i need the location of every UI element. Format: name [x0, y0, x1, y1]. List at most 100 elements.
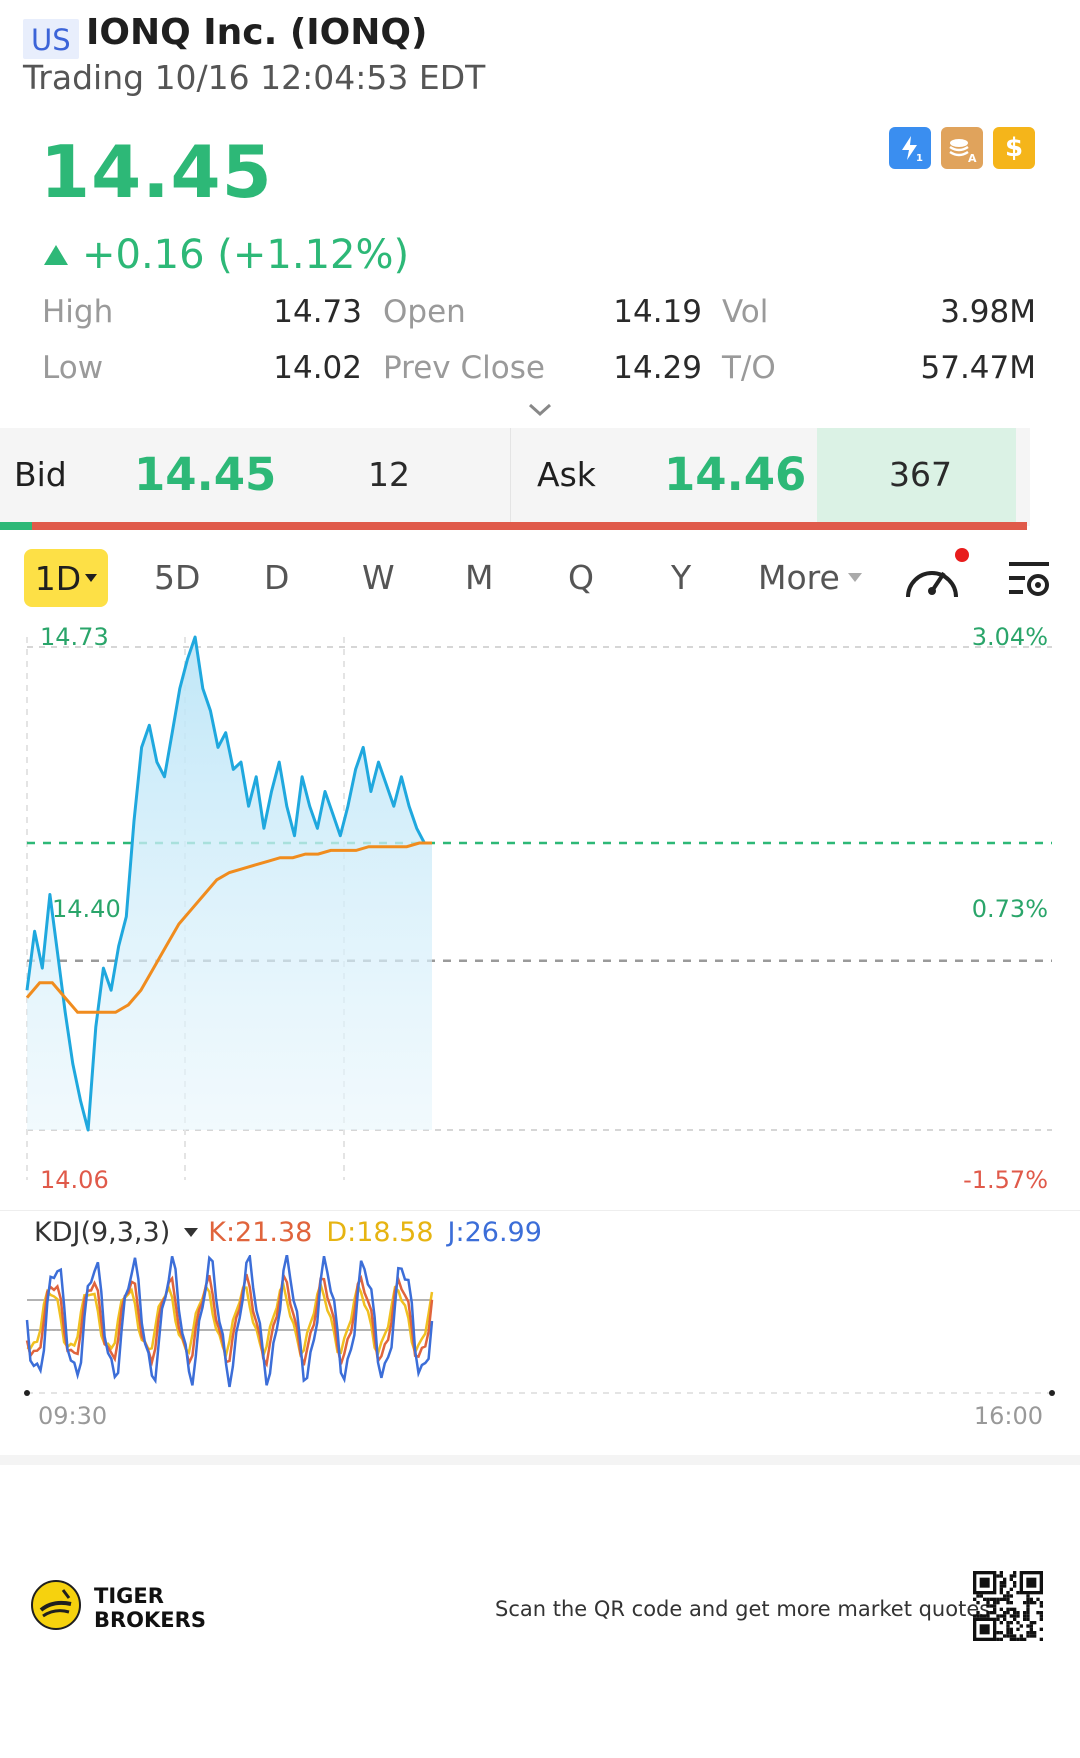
qr-module — [999, 1591, 1003, 1595]
qr-module — [999, 1571, 1003, 1575]
tab-5d[interactable]: 5D — [154, 558, 201, 597]
qr-module — [1026, 1594, 1030, 1598]
qr-module — [976, 1594, 980, 1598]
qr-module — [999, 1607, 1003, 1611]
qr-module — [1029, 1631, 1033, 1635]
price-area-fill — [27, 637, 432, 1130]
qr-module — [979, 1577, 990, 1588]
qr-module — [1029, 1597, 1033, 1601]
qr-module — [996, 1631, 1000, 1635]
brand-line-1: TIGER — [94, 1584, 164, 1608]
qr-module — [1009, 1574, 1013, 1578]
qr-module — [986, 1604, 990, 1608]
tiger-logo-icon — [31, 1580, 81, 1630]
qr-module — [1006, 1621, 1010, 1625]
qr-module — [1009, 1601, 1013, 1605]
qr-module — [1023, 1601, 1027, 1605]
qr-module — [1013, 1611, 1017, 1615]
tiger-brokers-wordmark: TIGER BROKERS — [94, 1584, 206, 1632]
ask-size: 367 — [889, 455, 952, 494]
kdj-header[interactable]: KDJ(9,3,3) K:21.38 D:18.58 J:26.99 — [34, 1217, 542, 1248]
open-value: 14.19 — [613, 294, 702, 330]
y-price-bottom-label: 14.06 — [40, 1166, 109, 1194]
qr-module — [979, 1624, 990, 1635]
tab-d[interactable]: D — [264, 558, 290, 597]
qr-module — [1003, 1581, 1007, 1585]
qr-module — [1009, 1607, 1013, 1611]
qr-module — [1013, 1574, 1017, 1578]
open-label: Open — [383, 294, 466, 330]
qr-module — [1006, 1627, 1010, 1631]
qr-module — [976, 1614, 980, 1618]
tab-1d[interactable]: 1D — [24, 549, 108, 607]
average-price-line — [25, 841, 432, 1014]
qr-module — [1023, 1614, 1027, 1618]
chart-divider — [0, 1210, 1080, 1211]
y-percent-bottom-label: -1.57% — [963, 1166, 1048, 1194]
qr-module — [993, 1607, 997, 1611]
qr-module — [1006, 1631, 1010, 1635]
bid-size: 12 — [368, 455, 410, 494]
ask-price[interactable]: 14.46 — [664, 448, 807, 501]
brand-line-2: BROKERS — [94, 1608, 206, 1632]
kdj-start-dot — [24, 1390, 30, 1396]
qr-module — [986, 1597, 990, 1601]
qr-module — [986, 1611, 990, 1615]
qr-module — [999, 1584, 1003, 1588]
y-percent-top-label: 3.04% — [971, 623, 1048, 651]
qr-module — [983, 1614, 987, 1618]
qr-module — [989, 1611, 993, 1615]
up-triangle-icon — [44, 245, 68, 265]
qr-module — [993, 1601, 997, 1605]
expand-stats-chevron-icon[interactable] — [527, 402, 553, 422]
qr-module — [1026, 1597, 1030, 1601]
speedometer-icon[interactable] — [900, 553, 964, 609]
qr-module — [1013, 1581, 1017, 1585]
qr-module — [1009, 1577, 1013, 1581]
qr-module — [1026, 1607, 1030, 1611]
qr-module — [1026, 1611, 1030, 1615]
qr-module — [999, 1631, 1003, 1635]
stacked-coins-a-icon[interactable]: A — [941, 127, 983, 169]
qr-module — [979, 1614, 983, 1618]
qr-module — [996, 1601, 1000, 1605]
x-end-label: 16:00 — [973, 1402, 1043, 1430]
tab-1d-label: 1D — [34, 558, 82, 598]
prev-close-value: 14.29 — [613, 350, 702, 386]
qr-module — [996, 1617, 1000, 1621]
bid-price[interactable]: 14.45 — [134, 448, 277, 501]
qr-module — [1016, 1621, 1020, 1625]
qr-module — [979, 1594, 983, 1598]
tab-q[interactable]: Q — [568, 558, 594, 597]
qr-module — [1006, 1601, 1010, 1605]
tab-w[interactable]: W — [362, 558, 395, 597]
qr-module — [1026, 1617, 1030, 1621]
qr-module — [1036, 1597, 1040, 1601]
qr-module — [1013, 1634, 1017, 1638]
qr-module — [1016, 1627, 1020, 1631]
tab-y[interactable]: Y — [671, 558, 692, 597]
qr-module — [993, 1597, 997, 1601]
intraday-price-chart[interactable] — [0, 620, 1080, 1180]
lightning-level-1-icon[interactable]: 1 — [889, 127, 931, 169]
qr-module — [999, 1614, 1003, 1618]
chart-settings-icon[interactable] — [1005, 558, 1053, 604]
ask-size-highlight — [817, 428, 1016, 526]
bid-ask-divider — [510, 428, 511, 526]
tab-more[interactable]: More — [758, 558, 862, 597]
qr-module — [1026, 1624, 1030, 1628]
qr-module — [1033, 1621, 1037, 1625]
qr-module — [1026, 1601, 1030, 1605]
qr-module — [1039, 1601, 1043, 1605]
ask-label: Ask — [537, 455, 596, 494]
qr-module — [1003, 1614, 1007, 1618]
qr-module — [973, 1597, 977, 1601]
dollar-icon[interactable]: $ — [993, 127, 1035, 169]
tab-m[interactable]: M — [465, 558, 494, 597]
low-value: 14.02 — [273, 350, 362, 386]
qr-module — [1003, 1611, 1007, 1615]
qr-module — [1039, 1617, 1043, 1621]
qr-module — [999, 1637, 1003, 1641]
qr-module — [1003, 1577, 1007, 1581]
qr-module — [1016, 1637, 1020, 1641]
